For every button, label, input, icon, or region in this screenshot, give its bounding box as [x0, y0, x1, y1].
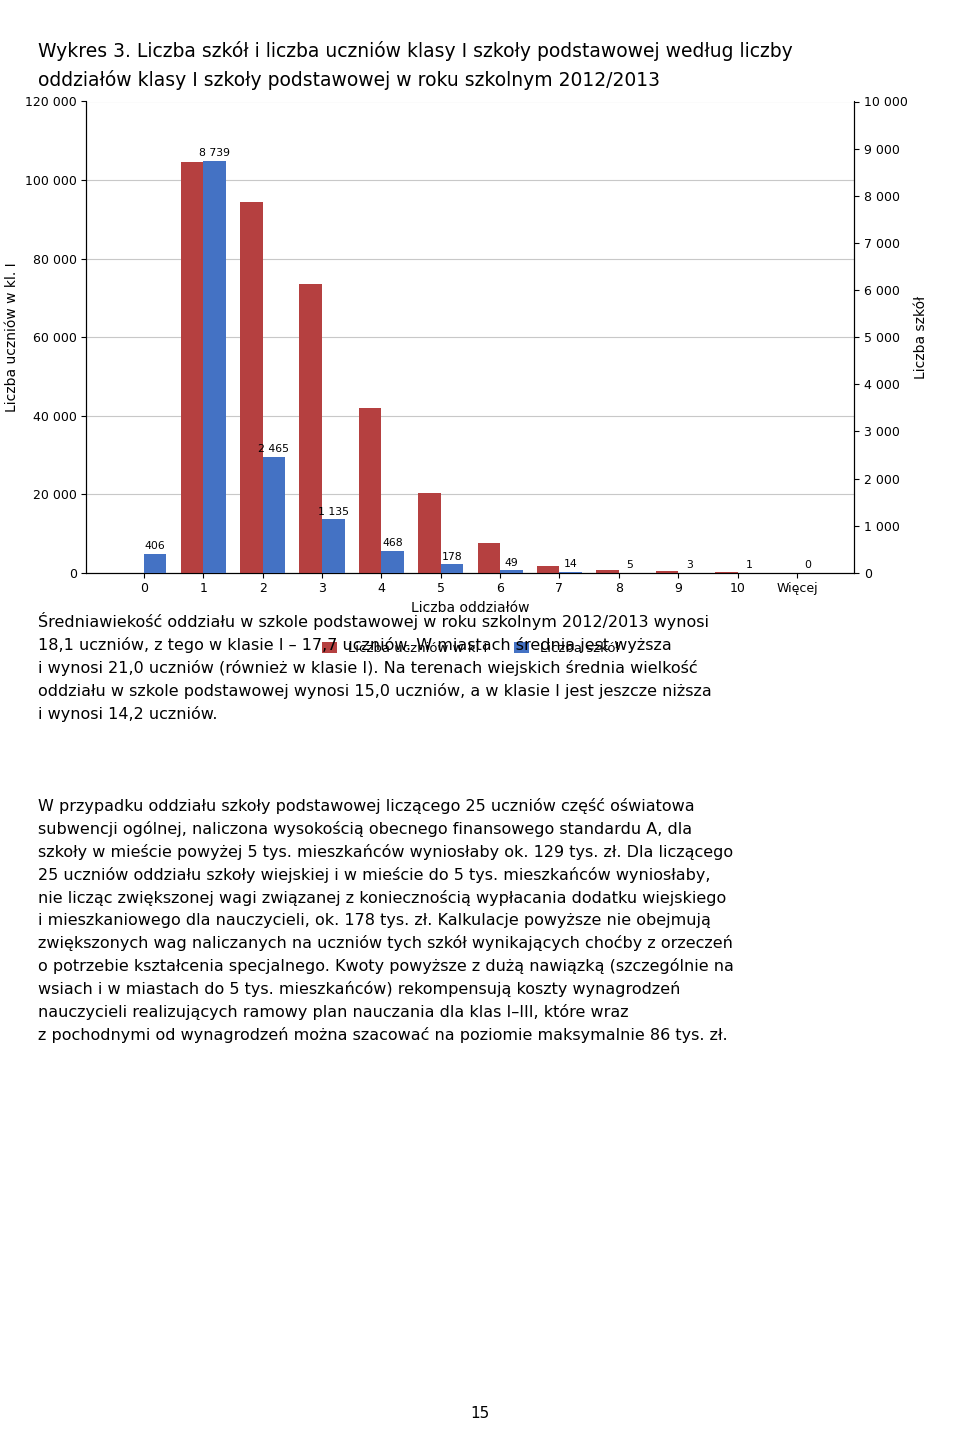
Text: 1: 1 [745, 560, 753, 570]
Text: 0: 0 [804, 560, 812, 570]
Y-axis label: Liczba szkół: Liczba szkół [914, 296, 927, 378]
Bar [537, 566, 560, 573]
Bar [263, 457, 285, 573]
Text: 14: 14 [564, 560, 578, 570]
Text: 3: 3 [686, 560, 693, 570]
Bar [144, 554, 166, 573]
Text: W przypadku oddziału szkoły podstawowej liczącego 25 uczniów część oświatowa
sub: W przypadku oddziału szkoły podstawowej … [38, 798, 734, 1044]
Bar [204, 161, 226, 573]
Text: 5: 5 [627, 560, 634, 570]
Text: 178: 178 [442, 552, 463, 561]
Bar [322, 519, 345, 573]
Bar [381, 551, 404, 573]
Text: Średniawiekość oddziału w szkole podstawowej w roku szkolnym 2012/2013 wynosi
18: Średniawiekość oddziału w szkole podstaw… [38, 612, 712, 722]
Text: 406: 406 [145, 541, 165, 551]
Text: 15: 15 [470, 1406, 490, 1421]
Text: 49: 49 [505, 558, 518, 568]
X-axis label: Liczba oddziałów: Liczba oddziałów [411, 602, 530, 615]
Y-axis label: Liczba uczniów w kl. I: Liczba uczniów w kl. I [5, 262, 19, 412]
Text: Wykres 3. Liczba szkół i liczba uczniów klasy I szkoły podstawowej według liczby: Wykres 3. Liczba szkół i liczba uczniów … [38, 41, 793, 61]
Bar [180, 162, 204, 573]
Legend: Liczba uczniów w kl I, Liczba szkół: Liczba uczniów w kl I, Liczba szkół [316, 637, 625, 660]
Bar [300, 284, 322, 573]
Bar [596, 570, 619, 573]
Text: 2 465: 2 465 [258, 444, 289, 454]
Text: 468: 468 [382, 538, 403, 548]
Bar [240, 202, 263, 573]
Bar [500, 570, 522, 573]
Text: 8 739: 8 739 [199, 148, 230, 158]
Bar [477, 544, 500, 573]
Bar [419, 493, 441, 573]
Bar [441, 564, 464, 573]
Text: oddziałów klasy I szkoły podstawowej w roku szkolnym 2012/2013: oddziałów klasy I szkoły podstawowej w r… [38, 70, 660, 90]
Bar [359, 407, 381, 573]
Text: 1 135: 1 135 [318, 506, 348, 516]
